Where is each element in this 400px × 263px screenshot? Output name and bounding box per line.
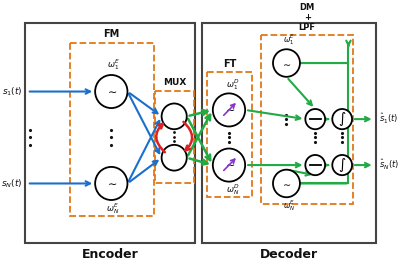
Circle shape [332, 109, 352, 129]
Text: $\sim$: $\sim$ [223, 105, 235, 115]
Text: $\omega_N^E$: $\omega_N^E$ [106, 201, 120, 216]
Text: $\sim$: $\sim$ [281, 58, 292, 68]
Bar [206, 72, 252, 197]
Circle shape [273, 49, 300, 77]
Text: Encoder: Encoder [82, 248, 138, 261]
Text: $\omega_N^D$: $\omega_N^D$ [226, 183, 240, 198]
Text: $\sim$: $\sim$ [105, 179, 118, 189]
Text: $\int$: $\int$ [338, 156, 346, 174]
Circle shape [305, 155, 325, 175]
Circle shape [95, 75, 128, 108]
Circle shape [95, 167, 128, 200]
Bar [155, 91, 194, 183]
Text: MUX: MUX [163, 78, 186, 87]
Bar [70, 43, 154, 216]
Text: $\omega_1^E$: $\omega_1^E$ [283, 33, 295, 47]
Text: Decoder: Decoder [260, 248, 318, 261]
Circle shape [213, 93, 245, 127]
Text: FM: FM [104, 29, 120, 39]
Text: $\sim$: $\sim$ [105, 87, 118, 97]
Text: $\sim$: $\sim$ [281, 179, 292, 189]
Text: $\sim$: $\sim$ [223, 160, 235, 170]
Circle shape [162, 145, 187, 171]
Text: $\hat{s}_1(t)$: $\hat{s}_1(t)$ [379, 112, 398, 126]
Circle shape [213, 149, 245, 182]
Circle shape [162, 103, 187, 129]
Circle shape [273, 170, 300, 197]
Circle shape [332, 155, 352, 175]
Bar [261, 36, 353, 204]
Text: $\omega_1^D$: $\omega_1^D$ [226, 77, 240, 92]
Text: FT: FT [223, 59, 236, 69]
Text: $\int$: $\int$ [338, 110, 346, 128]
Text: $s_1(t)$: $s_1(t)$ [2, 85, 22, 98]
Circle shape [305, 109, 325, 129]
Bar [202, 23, 376, 243]
Text: DM
+
LPF: DM + LPF [299, 3, 316, 32]
Text: $\omega_N^E$: $\omega_N^E$ [283, 198, 295, 213]
Text: $\omega_1^E$: $\omega_1^E$ [106, 57, 120, 72]
Text: $s_N(t)$: $s_N(t)$ [1, 177, 22, 190]
Bar [25, 23, 195, 243]
Text: $\hat{s}_N(t)$: $\hat{s}_N(t)$ [379, 158, 399, 172]
